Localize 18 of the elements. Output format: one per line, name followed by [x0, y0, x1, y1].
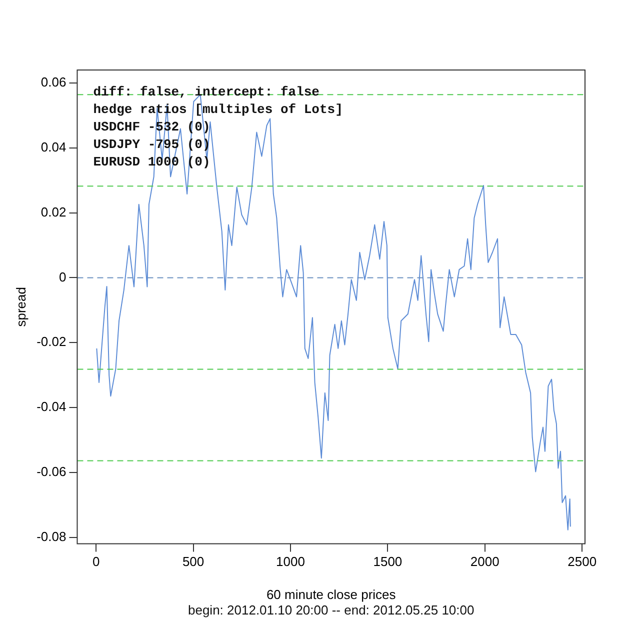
- x-tick-label: 1000: [276, 554, 305, 570]
- y-tick-label: -0.08: [36, 528, 66, 544]
- x-tick-label: 500: [182, 554, 204, 570]
- y-tick-label: 0.06: [40, 74, 66, 90]
- x-tick-label: 0: [92, 554, 100, 570]
- x-tick-label: 1500: [373, 554, 402, 570]
- x-tick-label: 2000: [470, 554, 500, 570]
- y-tick-label: -0.04: [36, 399, 66, 414]
- y-tick-label: -0.02: [36, 334, 66, 350]
- x-tick-label: 2500: [568, 554, 597, 570]
- x-axis-title: 60 minute close prices: [266, 586, 396, 602]
- text: begin: 2012.01.10 20:00 -- end: 2012.05.25 10:00: [188, 602, 474, 618]
- y-tick-label: 0.04: [40, 139, 66, 154]
- annotation: diff: false, intercept: false: [93, 84, 320, 100]
- y-tick-label: 0: [58, 269, 66, 284]
- y-axis-title: spread: [13, 287, 28, 327]
- y-tick-label: 0.02: [40, 204, 66, 220]
- y-tick-label: -0.06: [36, 464, 66, 479]
